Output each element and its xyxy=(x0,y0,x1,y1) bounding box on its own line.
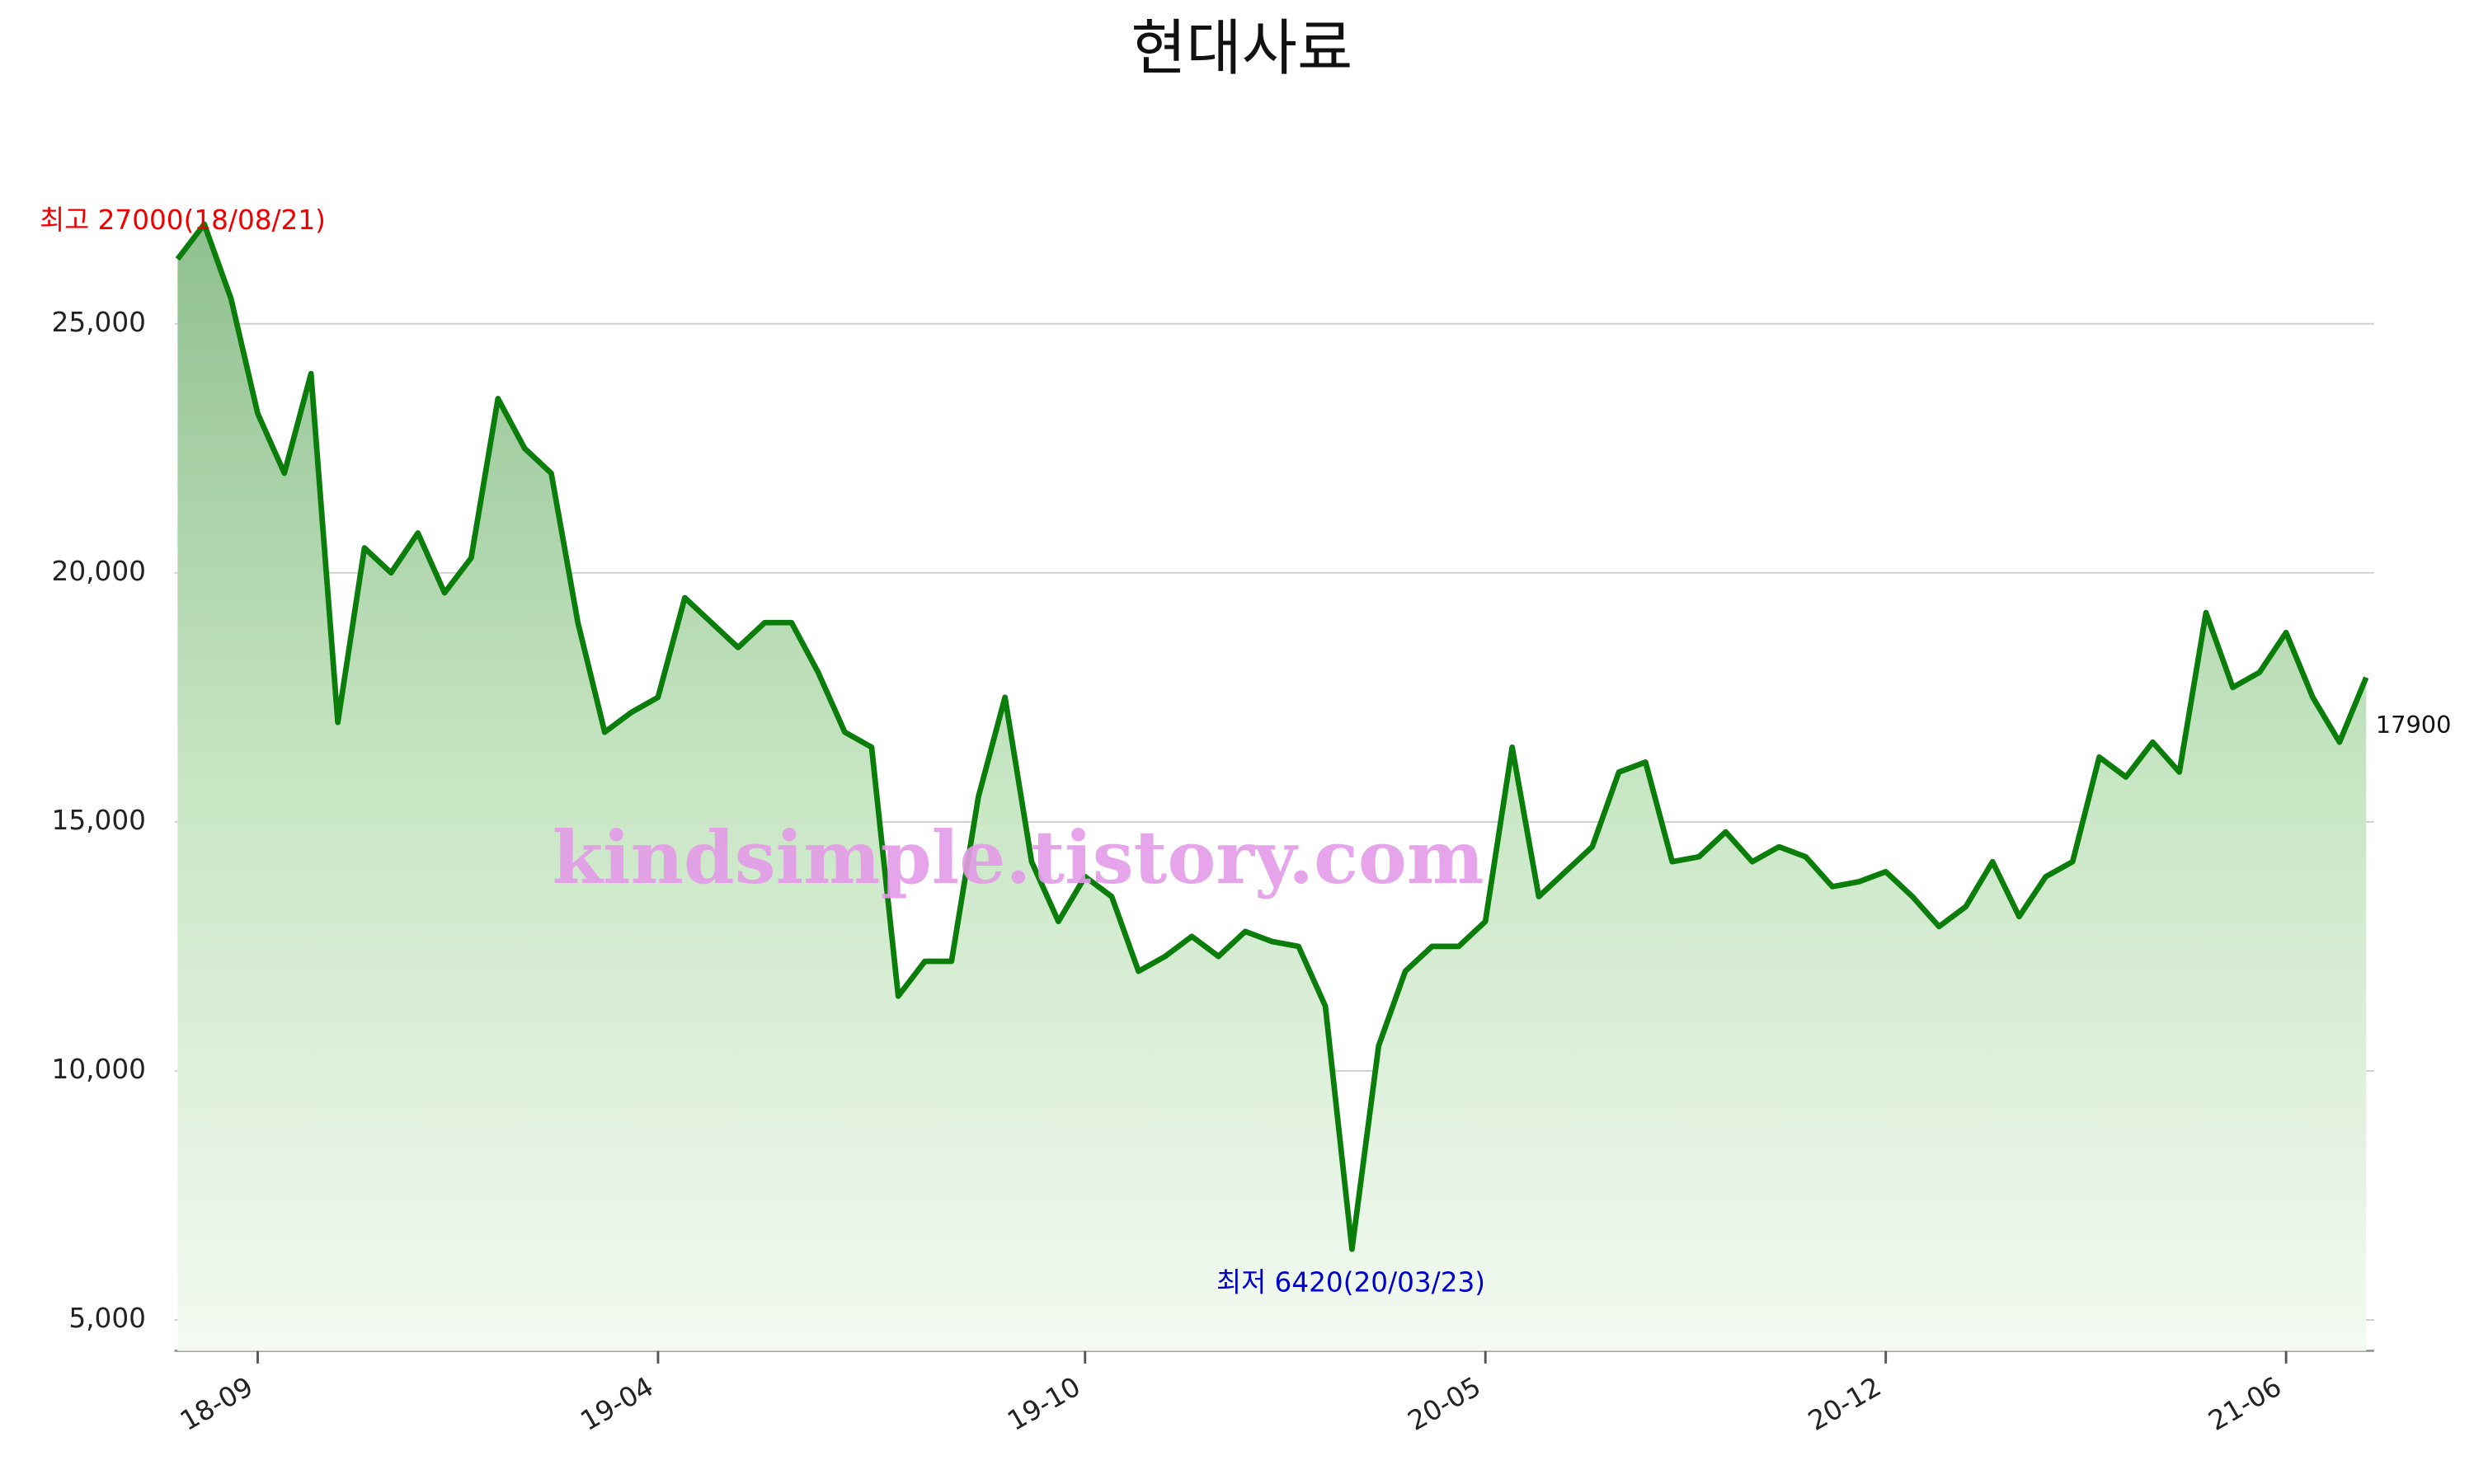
x-tick-label: 20-12 xyxy=(1803,1371,1886,1437)
y-tick-label: 5,000 xyxy=(68,1303,146,1334)
y-tick-label: 15,000 xyxy=(52,805,146,836)
x-tick-label: 18-09 xyxy=(175,1371,258,1437)
y-tick-label: 20,000 xyxy=(52,556,146,587)
line xyxy=(175,221,2369,1252)
y-tick-label: 25,000 xyxy=(52,307,146,338)
area xyxy=(177,223,2367,1351)
high-annotation: 최고 27000(18/08/21) xyxy=(40,204,326,236)
y-tick-label: 10,000 xyxy=(52,1054,146,1085)
last-value-label: 17900 xyxy=(2376,711,2452,739)
x-tick-label: 19-10 xyxy=(1002,1371,1085,1437)
x-tick-label: 19-04 xyxy=(575,1371,658,1437)
watermark: kindsimple.tistory.com xyxy=(553,815,1484,900)
x-tick-label: 21-06 xyxy=(2204,1371,2287,1437)
x-tick-label: 20-05 xyxy=(1403,1371,1486,1437)
chart-title: 현대사료 xyxy=(1131,13,1352,83)
low-annotation: 최저 6420(20/03/23) xyxy=(1216,1267,1485,1298)
